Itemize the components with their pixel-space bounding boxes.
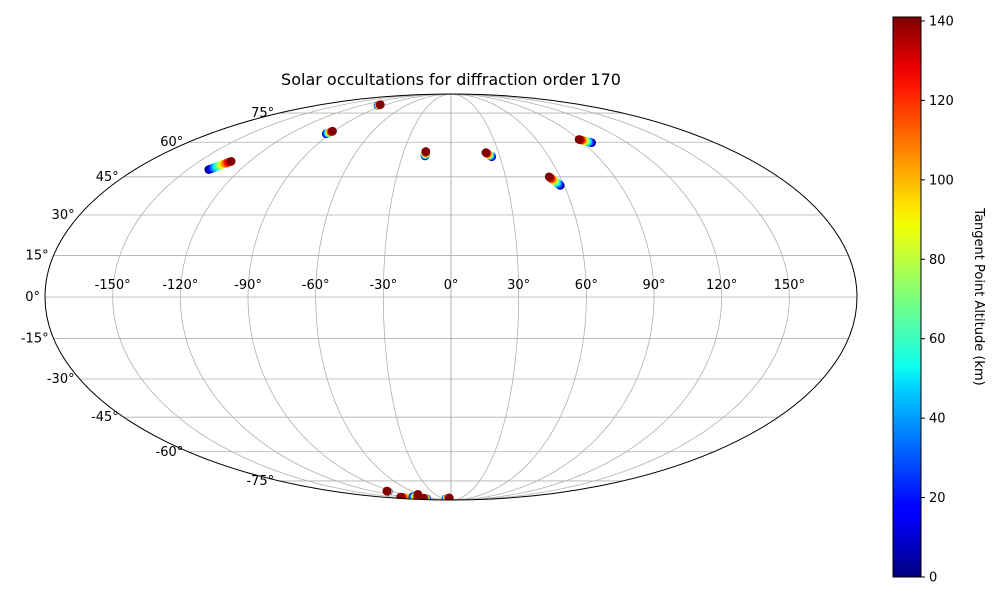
data-point bbox=[382, 486, 392, 496]
colorbar-gradient bbox=[892, 16, 922, 578]
data-point bbox=[421, 147, 431, 156]
lon-tick-label: -150° bbox=[95, 278, 131, 293]
lon-tick-label: 30° bbox=[507, 278, 530, 293]
colorbar-tick-label: 0 bbox=[929, 571, 937, 586]
data-point bbox=[376, 100, 385, 109]
lat-tick-label: 30° bbox=[52, 208, 75, 223]
occultation-track bbox=[419, 493, 431, 500]
occultation-track bbox=[321, 126, 337, 139]
lon-tick-label: 0° bbox=[444, 278, 459, 293]
occultation-track bbox=[420, 147, 431, 161]
lat-tick-label: -60° bbox=[156, 445, 184, 460]
lat-tick-label: 75° bbox=[251, 106, 274, 121]
lon-tick-label: 150° bbox=[774, 278, 805, 293]
colorbar-tick-label: 20 bbox=[929, 491, 946, 506]
lat-tick-label: 45° bbox=[96, 170, 119, 185]
colorbar-label: Tangent Point Altitude (km) bbox=[971, 207, 986, 385]
tick-labels: -150° -120° -90° -60° -30° 0° 30° 60° 90° 120° 150… bbox=[21, 106, 805, 489]
lon-tick-label: -90° bbox=[234, 278, 262, 293]
lon-tick-label: -120° bbox=[162, 278, 198, 293]
lon-tick-label: 90° bbox=[642, 278, 665, 293]
lat-tick-label: -15° bbox=[21, 332, 49, 347]
occultation-track bbox=[373, 100, 385, 110]
chart-title: Solar occultations for diffraction order… bbox=[281, 70, 621, 89]
occultation-track bbox=[441, 493, 454, 500]
data-point bbox=[574, 135, 584, 144]
map-boundary bbox=[44, 93, 858, 501]
data-point bbox=[328, 126, 337, 136]
data-point bbox=[445, 493, 454, 500]
colorbar-tick-label: 80 bbox=[929, 253, 946, 268]
colorbar-tick-label: 100 bbox=[929, 173, 954, 188]
data-point bbox=[481, 148, 491, 157]
lon-tick-label: -30° bbox=[369, 278, 397, 293]
occultation-track bbox=[413, 490, 423, 499]
map-area: -150° -120° -90° -60° -30° 0° 30° 60° 90° 120° 150… bbox=[21, 93, 858, 501]
occultation-track bbox=[574, 135, 596, 147]
lon-tick-label: 60° bbox=[575, 278, 598, 293]
colorbar-ticks: 0 20 40 60 80 100 120 140 bbox=[921, 14, 954, 586]
lon-tick-label: 120° bbox=[706, 278, 737, 293]
data-point bbox=[226, 157, 236, 166]
colorbar: 0 20 40 60 80 100 120 140 Tangent Point Altitud… bbox=[892, 14, 986, 586]
occultation-track bbox=[204, 157, 236, 174]
colorbar-tick-label: 60 bbox=[929, 332, 946, 347]
lat-tick-label: 60° bbox=[160, 135, 183, 150]
lon-tick-label: -60° bbox=[302, 278, 330, 293]
lat-tick-label: 15° bbox=[26, 248, 49, 263]
lat-tick-label: -75° bbox=[246, 474, 274, 489]
lat-tick-label: -45° bbox=[91, 410, 119, 425]
graticule bbox=[45, 94, 857, 500]
occultation-track bbox=[481, 148, 497, 161]
colorbar-tick-label: 140 bbox=[929, 14, 954, 29]
lat-tick-label: -30° bbox=[47, 372, 75, 387]
data-point bbox=[413, 490, 423, 499]
data-point bbox=[396, 492, 405, 500]
occultation-track bbox=[544, 172, 565, 190]
colorbar-tick-label: 120 bbox=[929, 94, 954, 109]
lat-tick-label: 0° bbox=[25, 290, 40, 305]
data-point bbox=[544, 172, 554, 182]
occultation-track bbox=[382, 486, 393, 496]
colorbar-tick-label: 40 bbox=[929, 412, 946, 427]
